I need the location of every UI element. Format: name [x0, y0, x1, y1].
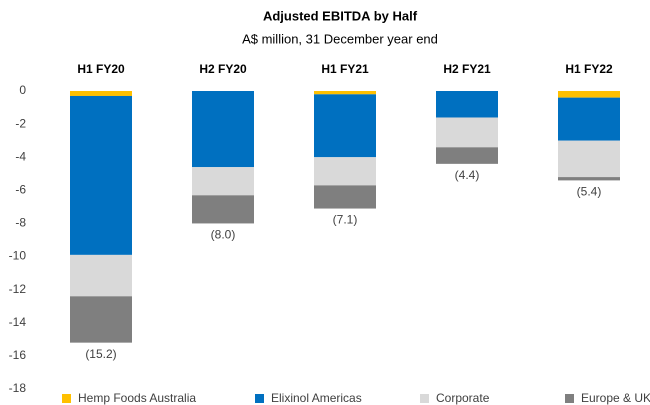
legend-label: Elixinol Americas	[271, 391, 362, 405]
x-tick-label: H1 FY20	[77, 62, 125, 76]
x-tick-label: H1 FY22	[565, 62, 613, 76]
bar-segment	[70, 296, 132, 343]
x-tick-label: H2 FY21	[443, 62, 491, 76]
bar-segment	[314, 91, 376, 95]
bar-segment	[436, 91, 498, 118]
total-label: (15.2)	[85, 347, 116, 361]
y-tick-label: -12	[9, 282, 27, 296]
y-tick-label: -10	[9, 249, 27, 263]
legend-label: Europe & UK	[581, 391, 650, 405]
y-tick-label: -2	[15, 116, 26, 130]
y-tick-label: -8	[15, 216, 26, 230]
chart-subtitle: A$ million, 31 December year end	[242, 31, 438, 46]
legend-swatch	[565, 394, 574, 403]
legend-label: Corporate	[436, 391, 490, 405]
x-tick-label: H2 FY20	[199, 62, 247, 76]
total-label: (8.0)	[211, 228, 236, 242]
bar-segment	[558, 91, 620, 98]
total-label: (4.4)	[455, 168, 480, 182]
bar-segment	[70, 254, 132, 297]
bar-segment	[558, 177, 620, 181]
y-tick-label: -6	[15, 183, 26, 197]
y-tick-label: 0	[19, 83, 26, 97]
bar-segment	[70, 95, 132, 255]
y-tick-label: -18	[9, 381, 27, 395]
legend-swatch	[62, 394, 71, 403]
bar-segment	[314, 157, 376, 186]
bar-segment	[192, 195, 254, 224]
bar-segment	[436, 147, 498, 164]
y-tick-label: -4	[15, 149, 26, 163]
bar-segment	[192, 167, 254, 196]
total-label: (7.1)	[333, 213, 358, 227]
legend-swatch	[255, 394, 264, 403]
x-tick-label: H1 FY21	[321, 62, 369, 76]
bar-segment	[314, 185, 376, 209]
legend-label: Hemp Foods Australia	[78, 391, 196, 405]
bar-segment	[192, 91, 254, 168]
bar-segment	[436, 117, 498, 148]
bar-segment	[558, 140, 620, 178]
y-tick-label: -16	[9, 348, 27, 362]
y-tick-label: -14	[9, 315, 27, 329]
bar-segment	[70, 91, 132, 96]
total-label: (5.4)	[577, 185, 602, 199]
bar-segment	[558, 97, 620, 141]
chart-title: Adjusted EBITDA by Half	[263, 8, 418, 23]
legend-swatch	[420, 394, 429, 403]
bar-segment	[314, 94, 376, 158]
